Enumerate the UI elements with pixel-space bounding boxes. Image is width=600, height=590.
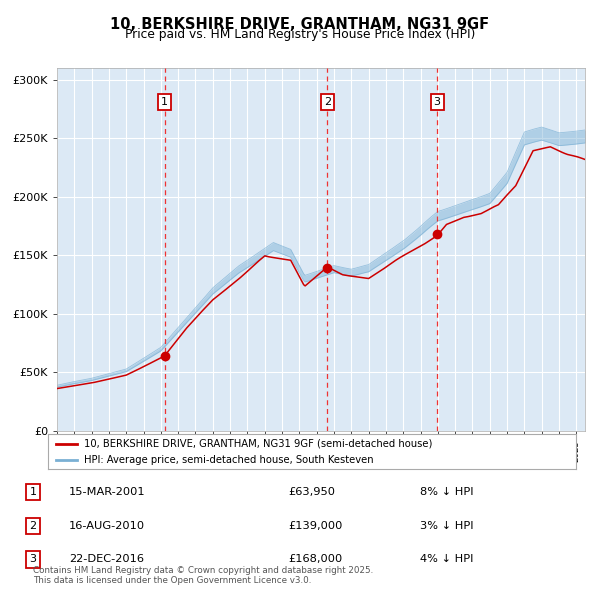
Text: Contains HM Land Registry data © Crown copyright and database right 2025.
This d: Contains HM Land Registry data © Crown c… [33, 566, 373, 585]
Text: Price paid vs. HM Land Registry's House Price Index (HPI): Price paid vs. HM Land Registry's House … [125, 28, 475, 41]
Text: £168,000: £168,000 [288, 555, 342, 565]
Text: 2: 2 [324, 97, 331, 107]
Text: 3: 3 [434, 97, 440, 107]
Text: 1: 1 [29, 487, 37, 497]
Text: 8% ↓ HPI: 8% ↓ HPI [420, 487, 473, 497]
Text: £139,000: £139,000 [288, 521, 343, 531]
Text: 3: 3 [29, 555, 37, 565]
Text: 1: 1 [161, 97, 168, 107]
Text: 3% ↓ HPI: 3% ↓ HPI [420, 521, 473, 531]
Text: 4% ↓ HPI: 4% ↓ HPI [420, 555, 473, 565]
Text: 10, BERKSHIRE DRIVE, GRANTHAM, NG31 9GF (semi-detached house): 10, BERKSHIRE DRIVE, GRANTHAM, NG31 9GF … [84, 438, 432, 448]
Text: 22-DEC-2016: 22-DEC-2016 [69, 555, 144, 565]
Text: 10, BERKSHIRE DRIVE, GRANTHAM, NG31 9GF: 10, BERKSHIRE DRIVE, GRANTHAM, NG31 9GF [110, 17, 490, 31]
Text: 2: 2 [29, 521, 37, 531]
Text: HPI: Average price, semi-detached house, South Kesteven: HPI: Average price, semi-detached house,… [84, 455, 374, 465]
Text: £63,950: £63,950 [288, 487, 335, 497]
Text: 16-AUG-2010: 16-AUG-2010 [69, 521, 145, 531]
Text: 15-MAR-2001: 15-MAR-2001 [69, 487, 146, 497]
